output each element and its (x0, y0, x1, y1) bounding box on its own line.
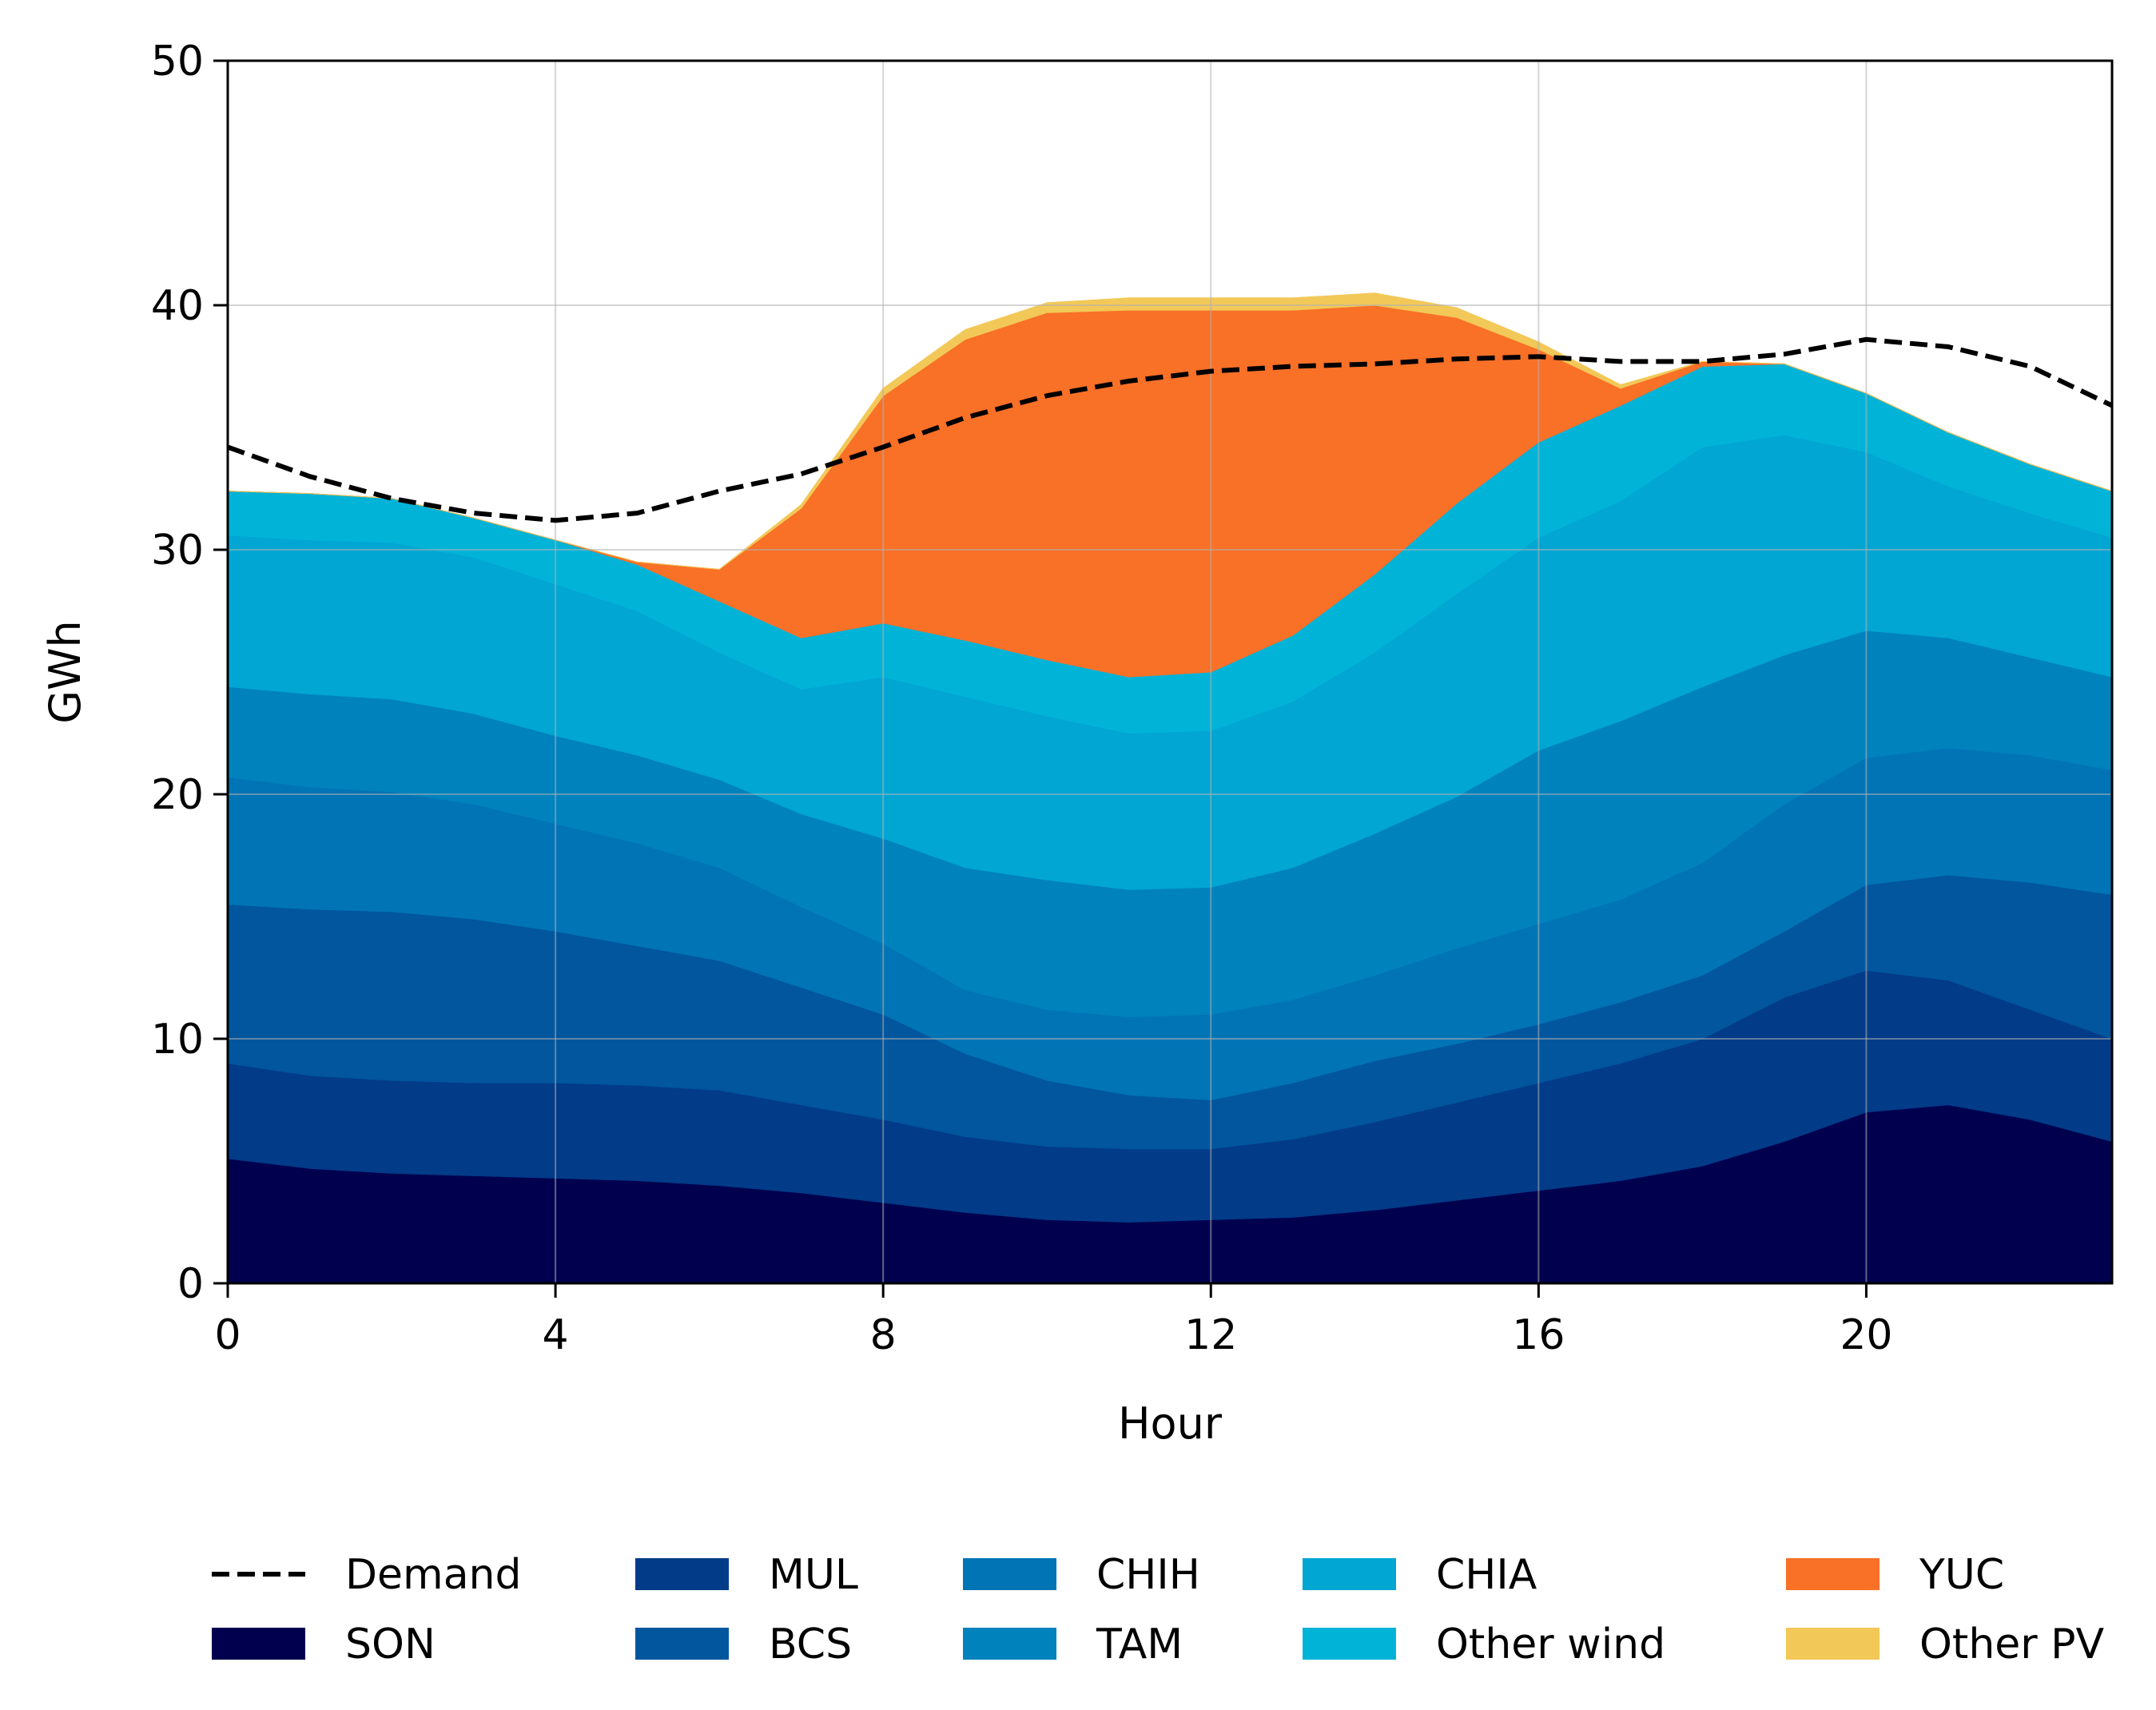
legend-label-son: SON (345, 1621, 436, 1668)
x-tick-label-4: 4 (543, 1311, 569, 1359)
legend-swatch-son (212, 1628, 305, 1660)
legend-label-bcs: BCS (769, 1621, 852, 1668)
y-axis-label: GWh (40, 620, 90, 723)
area-layers (227, 292, 2113, 1284)
y-tick-label-0: 0 (177, 1260, 204, 1308)
y-tick-label-20: 20 (151, 771, 204, 819)
legend-label-yuc: YUC (1919, 1551, 2004, 1599)
legend-label-tam: TAM (1096, 1621, 1183, 1668)
x-axis-label: Hour (1118, 1398, 1223, 1449)
y-tick-label-10: 10 (151, 1016, 204, 1064)
demand-line (226, 336, 2114, 523)
legend-label-demand: Demand (345, 1551, 522, 1599)
x-tick-label-20: 20 (1840, 1311, 1892, 1359)
legend-label-other-pv: Other PV (1919, 1621, 2105, 1668)
y-tick-label-50: 50 (151, 38, 204, 86)
legend-label-chih: CHIH (1096, 1551, 1200, 1599)
plot-frame (226, 59, 2114, 1285)
legend-swatch-mul (635, 1558, 729, 1590)
x-tick-label-0: 0 (214, 1311, 241, 1359)
axis-ticks: 0 4 8 12 16 20 0 10 20 30 40 50 (151, 38, 1893, 1359)
x-tick-label-16: 16 (1512, 1311, 1565, 1359)
legend-swatch-chia (1303, 1558, 1396, 1590)
legend-swatch-other-wind (1303, 1628, 1396, 1660)
legend-swatch-bcs (635, 1628, 729, 1660)
y-tick-label-30: 30 (151, 527, 204, 575)
legend-swatch-tam (963, 1628, 1056, 1660)
y-tick-label-40: 40 (151, 282, 204, 330)
legend-swatch-other-pv (1786, 1628, 1880, 1660)
legend-label-mul: MUL (769, 1551, 858, 1599)
legend-swatch-yuc (1786, 1558, 1880, 1590)
legend-swatch-chih (963, 1558, 1056, 1590)
legend: Demand SON MUL BCS CHIH TAM CHIA Other wind YUC O… (212, 1551, 2105, 1668)
x-tick-label-12: 12 (1184, 1311, 1237, 1359)
legend-label-other-wind: Other wind (1436, 1621, 1665, 1668)
x-tick-label-8: 8 (870, 1311, 897, 1359)
demand-layer (226, 336, 2114, 523)
legend-label-chia: CHIA (1436, 1551, 1537, 1599)
